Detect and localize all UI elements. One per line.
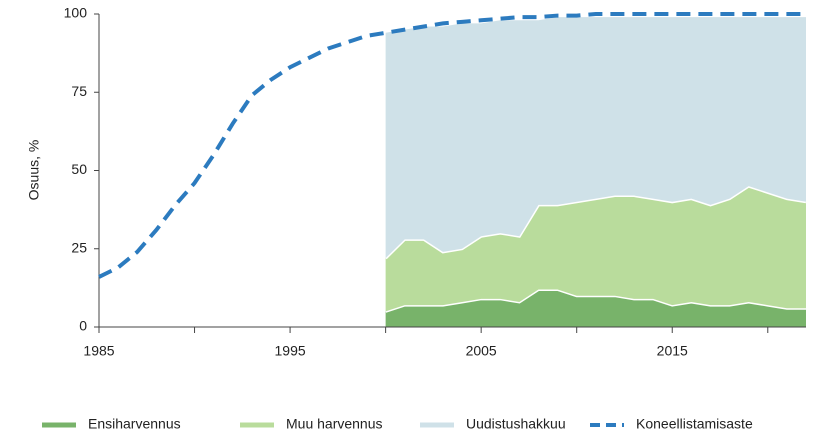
legend-label: Uudistushakkuu bbox=[466, 416, 566, 432]
x-tick-label: 1995 bbox=[275, 343, 306, 359]
y-tick-label: 75 bbox=[71, 83, 87, 99]
area bbox=[385, 186, 806, 312]
y-axis-label: Osuus, % bbox=[26, 140, 42, 201]
legend-label: Ensiharvennus bbox=[88, 416, 181, 432]
legend-label: Koneellistamisaste bbox=[636, 416, 753, 432]
y-tick-label: 100 bbox=[64, 5, 88, 21]
y-tick-label: 25 bbox=[71, 239, 87, 255]
x-tick-label: 1985 bbox=[83, 343, 114, 359]
area bbox=[385, 17, 806, 259]
x-tick-label: 2005 bbox=[466, 343, 497, 359]
legend-label: Muu harvennus bbox=[286, 416, 383, 432]
x-tick-label: 2015 bbox=[657, 343, 688, 359]
line bbox=[98, 12, 806, 279]
y-tick-label: 50 bbox=[71, 161, 87, 177]
y-tick-label: 0 bbox=[79, 318, 87, 334]
